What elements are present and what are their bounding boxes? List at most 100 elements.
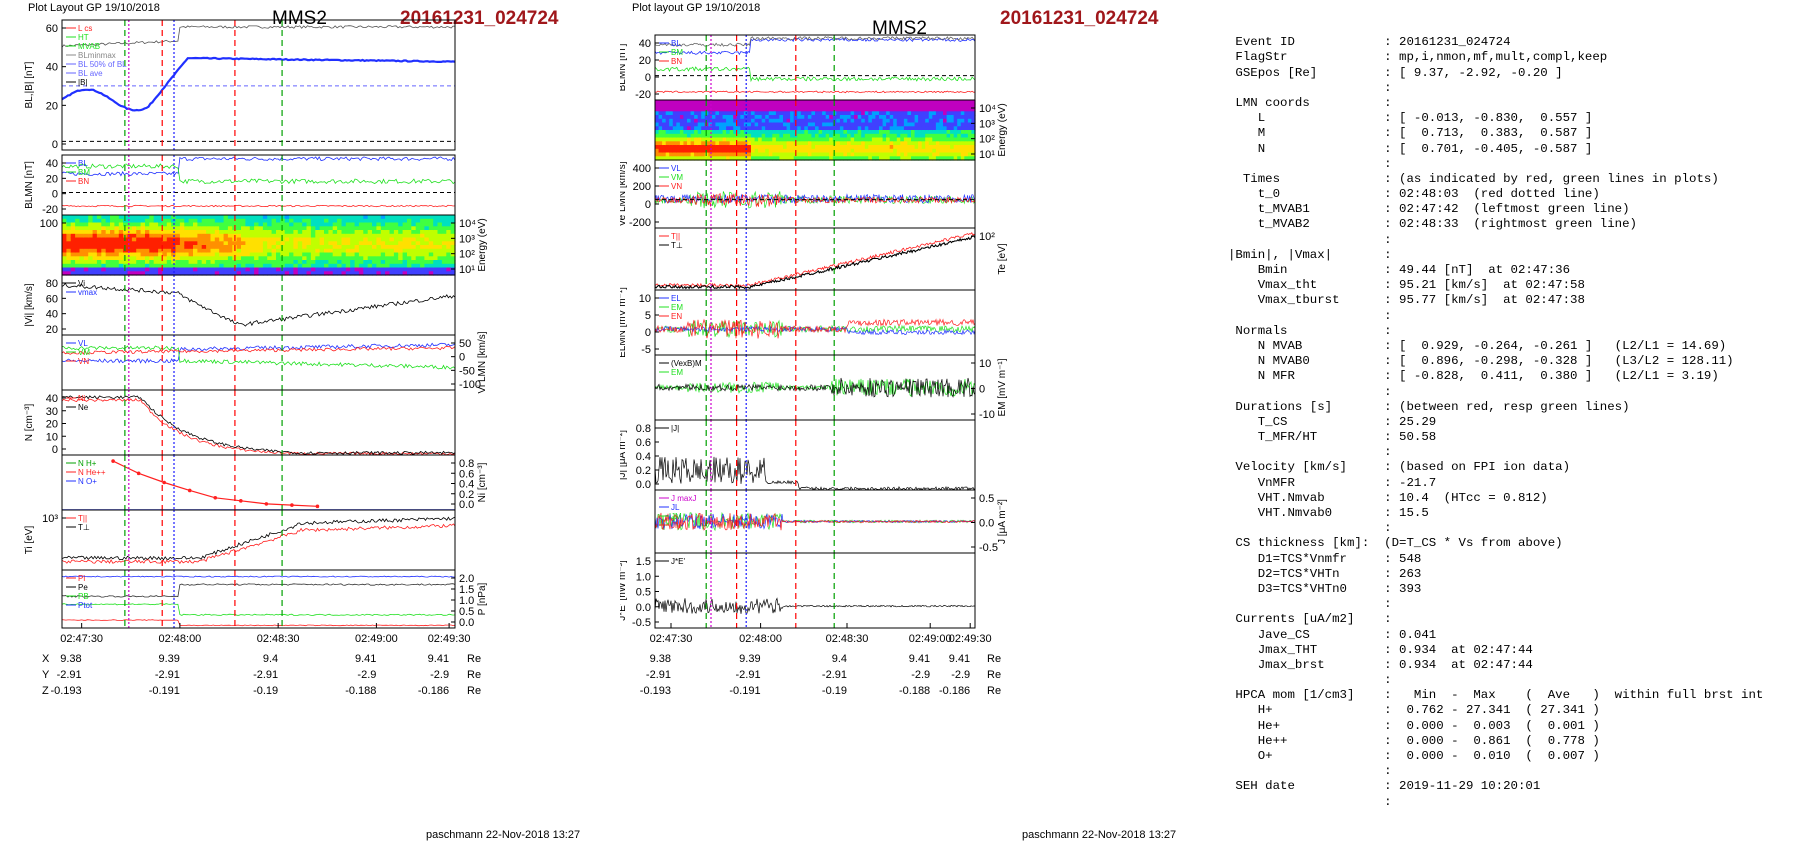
spectrogram-cell (446, 245, 452, 250)
spectrogram-cell (441, 218, 447, 224)
spectrogram-cell (302, 267, 308, 272)
spectrogram-cell (123, 252, 129, 257)
spectrogram-cell (719, 130, 724, 135)
y-tick-label: 100 (40, 218, 58, 230)
spectrogram-cell (893, 137, 898, 142)
spectrogram-cell (658, 103, 663, 109)
spectrogram-cell (950, 156, 955, 161)
spectrogram-cell (101, 226, 107, 231)
spectrogram-cell (79, 222, 85, 227)
spectrogram-cell (843, 148, 848, 154)
spectrogram-cell (315, 263, 321, 269)
spectrogram-cell (850, 137, 855, 142)
spectrogram-cell (751, 103, 756, 109)
spectrogram-cell (687, 130, 692, 135)
spectrogram-cell (704, 152, 709, 157)
spectrogram-cell (393, 260, 399, 265)
spectrogram-cell (153, 260, 159, 265)
spectrogram-cell (740, 137, 745, 142)
spectrogram-cell (328, 256, 334, 261)
spectrogram-cell (807, 137, 813, 142)
spectrogram-cell (672, 122, 677, 127)
spectrogram-cell (127, 252, 133, 257)
spectrogram-cell (861, 141, 866, 146)
spectrogram-cell (92, 230, 98, 235)
info-row: : (1228, 445, 1392, 460)
spectrogram-cell (711, 107, 717, 112)
spectrogram-cell (424, 237, 430, 242)
spectrogram-cell (354, 237, 360, 242)
spectrogram-cell (380, 237, 386, 242)
spectrogram-cell (790, 156, 795, 161)
spectrogram-cell (310, 233, 316, 239)
spectrogram-cell (775, 145, 781, 150)
spectrogram-cell (768, 122, 773, 127)
spectrogram-cell (779, 103, 784, 109)
spectrogram-cell (88, 233, 94, 239)
spectrogram-cell (227, 230, 233, 235)
spectrogram-cell (114, 245, 120, 250)
spectrogram-cell (772, 133, 777, 139)
spectrogram-cell (310, 237, 316, 242)
spectrogram-cell (389, 241, 395, 246)
spectrogram-cell (900, 133, 905, 139)
spectrogram-cell (726, 137, 731, 142)
spectrogram-cell (935, 122, 941, 127)
spectrogram-cell (337, 230, 343, 235)
spectrogram-cell (751, 145, 756, 150)
spectrogram-cell (420, 271, 426, 276)
legend-entry: PB (78, 592, 89, 601)
spectrogram-cell (687, 156, 692, 161)
spectrogram-cell (943, 130, 948, 135)
spectrogram-cell (751, 148, 756, 154)
spectrogram-cell (341, 233, 347, 239)
spectrogram-cell (372, 267, 377, 272)
spectrogram-cell (911, 156, 916, 161)
spectrogram-cell (704, 130, 709, 135)
spectrogram-cell (879, 145, 884, 150)
spectrogram-cell (350, 245, 356, 250)
spectrogram-cell (262, 241, 268, 246)
spectrogram-cell (694, 133, 699, 139)
spectrogram-cell (847, 137, 852, 142)
spectrogram-cell (262, 245, 268, 250)
spectrogram-cell (754, 126, 759, 131)
spectrogram-cell (655, 141, 660, 146)
spectrogram-cell (797, 141, 802, 146)
spectrogram-cell (332, 271, 338, 276)
spectrogram-cell (719, 111, 724, 116)
spectrogram-cell (140, 267, 146, 272)
pos-value: -2.91 (253, 669, 278, 681)
spectrogram-cell (754, 122, 759, 127)
spectrogram-cell (896, 137, 901, 142)
spectrogram-cell (310, 260, 316, 265)
spectrogram-cell (289, 263, 295, 269)
spectrogram-cell (83, 248, 89, 254)
spectrogram-cell (110, 267, 115, 272)
spectrogram-cell (297, 218, 303, 224)
spectrogram-cell (324, 218, 329, 224)
spectrogram-cell (70, 237, 76, 242)
left-footer: paschmann 22-Nov-2018 13:27 (426, 829, 581, 841)
spectrogram-cell (950, 126, 955, 131)
spectrogram-cell (939, 103, 944, 109)
spectrogram-cell (332, 260, 338, 265)
spectrogram-cell (758, 133, 763, 139)
spectrogram-cell (389, 230, 395, 235)
info-row: T_CS : 25.29 (1228, 414, 1437, 429)
spectrogram-cell (310, 271, 316, 276)
spectrogram-cell (669, 103, 674, 109)
spectrogram-cell (162, 248, 168, 254)
spectrogram-cell (893, 148, 898, 154)
He++-point (111, 459, 115, 463)
spectrogram-cell (70, 267, 76, 272)
spectrogram-cell (358, 267, 364, 272)
spectrogram-cell (171, 267, 177, 272)
spectrogram-cell (967, 107, 973, 112)
spectrogram-cell (847, 133, 852, 139)
spectrogram-cell (953, 115, 958, 120)
spectrogram-cell (158, 237, 164, 242)
spectrogram-cell (957, 152, 962, 157)
spectrogram-cell (70, 241, 76, 246)
spectrogram-cell (669, 148, 674, 154)
